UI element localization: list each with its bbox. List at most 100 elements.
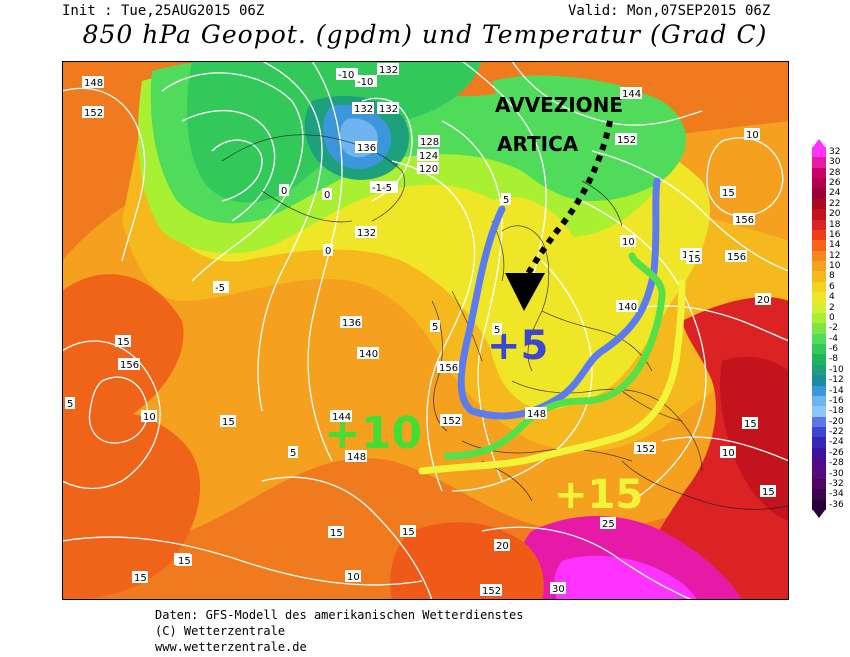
plus10-contour	[443, 252, 666, 460]
contour-label: 15	[762, 487, 775, 498]
colorbar-label: -4	[829, 333, 838, 344]
contour-label-bg	[322, 188, 332, 200]
colorbar-segment	[812, 478, 826, 490]
plus15-contour	[418, 279, 686, 475]
contour-label: 152	[636, 444, 655, 455]
colorbar-label: -26	[829, 447, 844, 458]
colorbar-label: -12	[829, 375, 844, 386]
contour-label: 140	[618, 302, 637, 313]
contour-label: 152	[482, 586, 501, 597]
contour-label-bg	[686, 252, 702, 264]
map-title: 850 hPa Geopot. (gpdm) und Temperatur (G…	[82, 20, 768, 49]
colorbar-label: 32	[829, 147, 841, 157]
contour-label-bg	[220, 415, 236, 427]
contour-label-bg	[357, 347, 379, 359]
contour-label: 15	[178, 556, 191, 567]
contour-label: 15	[402, 527, 415, 538]
colorbar-segment	[812, 302, 826, 314]
contour-label: 15	[722, 188, 735, 199]
contour-label-bg	[370, 181, 398, 193]
colorbar-label: 20	[829, 209, 841, 220]
contour-label: 132	[357, 228, 376, 239]
colorbar-label: -10	[829, 364, 844, 375]
contour-label: 148	[527, 409, 546, 420]
contour-labels: 148 152 -10-10 132 132 132 136 -1-5 128 124 120 0 0 1…	[65, 63, 776, 597]
contour-label: 5	[290, 448, 296, 459]
contour-label-bg	[494, 539, 510, 551]
contour-label-bg	[355, 141, 377, 153]
colorbar-segment	[812, 157, 826, 169]
colorbar-segment	[812, 427, 826, 438]
contour-label: 5	[432, 322, 438, 333]
colorbar-label: -28	[829, 458, 844, 469]
colorbar-segment	[812, 261, 826, 272]
contour-label-bg	[336, 68, 358, 80]
temperature-map: AVVEZIONE ARTICA +5 +10 +15 148152-10-10…	[62, 61, 789, 600]
contour-label: 148	[347, 452, 366, 463]
contour-label-bg	[550, 582, 566, 594]
colorbar-segment	[812, 271, 826, 283]
contour-label-bg	[744, 128, 760, 140]
contour-label-bg	[115, 335, 131, 347]
contour-label: 156	[439, 363, 458, 374]
contour-label-bg	[355, 226, 377, 238]
contour-label: 132	[354, 104, 373, 115]
colorbar-label: -22	[829, 427, 844, 438]
contour-label-bg	[82, 106, 104, 118]
contour-label-bg	[600, 517, 616, 529]
colorbar-segment	[812, 385, 826, 397]
colorbar-segment	[812, 188, 826, 200]
colorbar-label: 24	[829, 188, 841, 199]
colorbar-bottom-arrow	[813, 510, 825, 518]
colorbar-segment	[812, 458, 826, 469]
contour-label-bg	[525, 407, 547, 419]
contour-label-bg	[377, 102, 399, 114]
colorbar-segment	[812, 375, 826, 387]
colorbar-label: -36	[829, 499, 844, 510]
colorbar-segment	[812, 468, 826, 480]
colorbar-label: -8	[829, 354, 838, 365]
contour-label: -10	[357, 77, 373, 88]
contour-label-bg	[132, 571, 148, 583]
contour-label: 20	[496, 541, 509, 552]
colorbar-segment	[812, 229, 826, 241]
contour-label-bg	[340, 316, 362, 328]
contour-label: 124	[419, 151, 438, 162]
colorbar-segment	[812, 292, 826, 304]
contour-label-bg	[417, 162, 439, 174]
colorbar-label: -24	[829, 437, 844, 448]
contour-label: 120	[419, 164, 438, 175]
contour-label: -5	[215, 283, 225, 294]
contour-label-bg	[620, 87, 642, 99]
contour-label-bg	[725, 250, 747, 262]
contour-label: 148	[84, 78, 103, 89]
colorbar-label: 16	[829, 229, 841, 240]
footer-copyright: (C) Wetterzentrale	[155, 624, 286, 638]
contour-label-bg	[352, 102, 374, 114]
contour-label-bg	[430, 320, 440, 332]
contour-label: 144	[622, 89, 641, 100]
colorbar-label: 30	[829, 157, 841, 168]
colorbar-label: 10	[829, 261, 841, 272]
footer-data-source: Daten: GFS-Modell des amerikanischen Wet…	[155, 608, 524, 622]
contour-label: 20	[757, 295, 770, 306]
contour-label: 156	[120, 360, 139, 371]
contour-label: 10	[347, 572, 360, 583]
colorbar-label: -6	[829, 344, 838, 355]
contour-label-bg	[82, 76, 104, 88]
colorbar-segment	[812, 406, 826, 418]
advection-label-line1: AVVEZIONE	[495, 93, 623, 117]
contour-label: -1-5	[372, 183, 392, 194]
contour-label: 15	[117, 337, 130, 348]
contour-label-bg	[345, 570, 361, 582]
colorbar-segment	[812, 395, 826, 407]
contour-label: 30	[552, 584, 565, 595]
colorbar-segment	[812, 344, 826, 355]
contour-label-bg	[760, 485, 776, 497]
colorbar-label: -14	[829, 385, 844, 396]
contour-label: 5	[67, 399, 73, 410]
contour-label-bg	[501, 193, 511, 205]
contour-label-bg	[345, 450, 367, 462]
contour-label: 156	[735, 215, 754, 226]
colorbar-segment	[812, 447, 826, 459]
